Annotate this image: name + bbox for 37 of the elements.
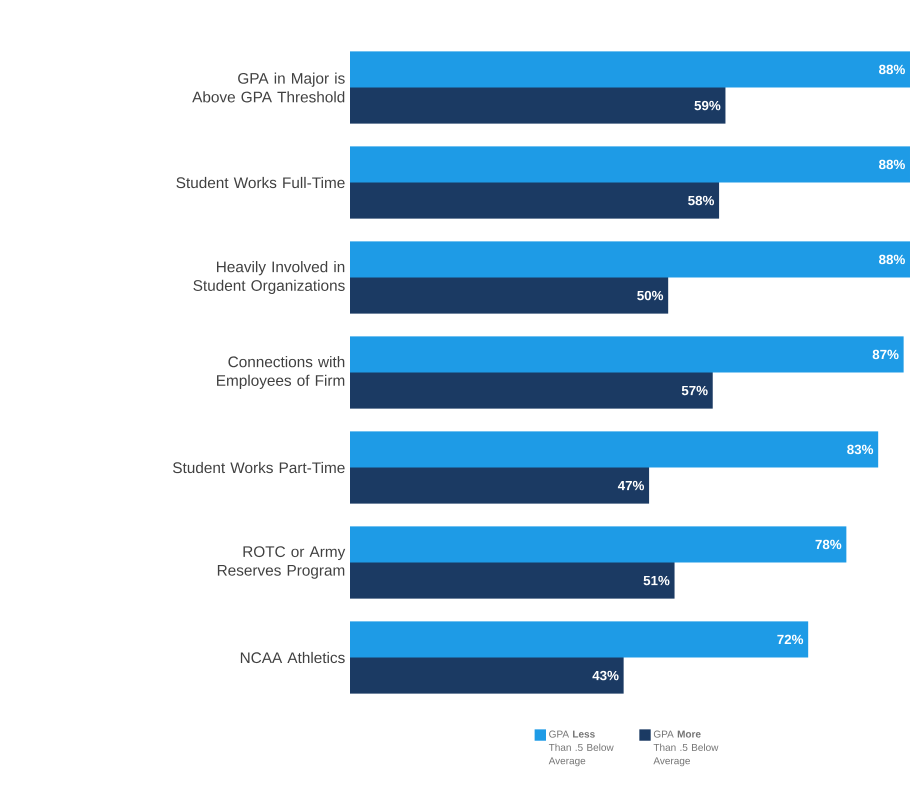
data-label: 87% xyxy=(872,350,899,360)
bar xyxy=(350,88,726,124)
y-tick-label: Student Works Part-Time xyxy=(173,462,345,474)
y-tick-label: NCAA Athletics xyxy=(240,652,345,664)
y-tick-label: Connections with Employees of Firm xyxy=(217,356,344,389)
bar xyxy=(350,182,720,219)
bar xyxy=(350,526,846,562)
data-label: 59% xyxy=(694,100,720,110)
bar xyxy=(350,241,910,278)
bar xyxy=(350,621,808,658)
y-tick-label: Student Works Full-Time xyxy=(176,176,345,188)
data-label: 83% xyxy=(847,444,874,454)
data-label: 88% xyxy=(879,160,905,170)
bar xyxy=(350,372,713,409)
y-tick-label: ROTC or Army Reserves Program xyxy=(218,546,346,579)
y-tick-label: GPA in Major is Above GPA Threshold xyxy=(192,72,345,102)
y-tick-label: Heavily Involved in Student Organizations xyxy=(193,261,345,294)
data-label: 57% xyxy=(682,386,708,396)
bar xyxy=(350,657,624,694)
data-label: 47% xyxy=(618,480,644,490)
data-label: 88% xyxy=(879,64,905,74)
data-label: 72% xyxy=(777,634,804,644)
data-label: 88% xyxy=(879,254,905,264)
bar xyxy=(350,146,910,182)
bar xyxy=(350,431,878,468)
data-label: 58% xyxy=(688,196,714,206)
bar xyxy=(350,278,668,314)
legend-label: GPA Less Than .5 Below Average xyxy=(548,730,614,766)
data-label: 78% xyxy=(816,540,842,550)
data-label: 43% xyxy=(592,670,619,680)
bar xyxy=(350,468,650,504)
bar xyxy=(350,562,675,599)
data-label: 51% xyxy=(644,576,670,586)
data-label: 50% xyxy=(637,290,664,300)
legend-label: GPA More Than .5 Below Average xyxy=(653,730,718,766)
bar xyxy=(350,336,904,372)
bar xyxy=(350,51,910,88)
